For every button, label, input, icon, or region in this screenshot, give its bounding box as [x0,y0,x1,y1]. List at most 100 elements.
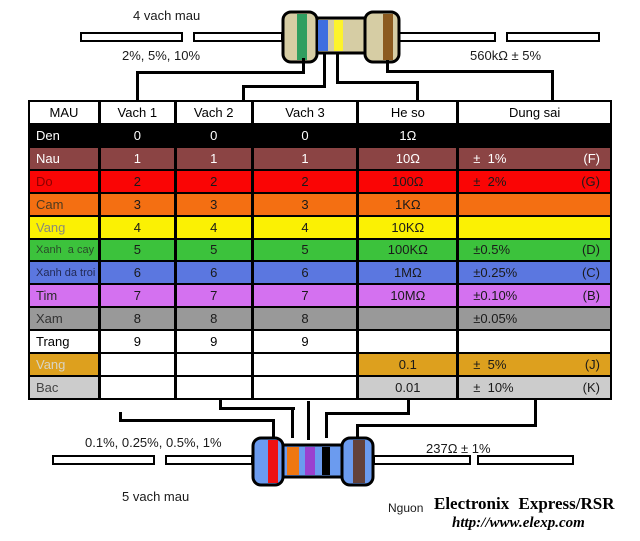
header-dungsai: Dung sai [459,102,610,123]
vach2-cell: 4 [177,216,254,238]
heso-cell: 1KΩ [359,193,460,215]
vach1-cell: 6 [101,262,177,284]
bottom-lead-segment [52,455,155,465]
connector-yellow-to-heso [336,53,339,84]
bottom-lead-segment [477,455,574,465]
dungsai-cell: ± 5% (J) [459,354,610,375]
color-name-cell: Vang [30,354,101,376]
four-band-resistor [281,10,401,64]
vach2-cell: 3 [177,193,254,215]
table-row: Tim 7 7 7 10MΩ ±0.10% (B) [30,285,610,309]
source-url: http://www.elexp.com [452,515,585,531]
brown-band [353,440,365,483]
vach1-cell: 2 [101,170,177,192]
vach3-cell: 1 [254,147,360,169]
table-row: Xam 8 8 8 ±0.05% [30,308,610,332]
dungsai-cell: ± 1% (F) [459,148,610,169]
connector-blue-to-vach2 [323,53,326,88]
color-name-cell: Xanh da troi [30,262,101,284]
color-name-cell: Do [30,170,101,192]
top-lead-segment [398,32,496,42]
bottom-band-count-label: 5 vach mau [122,489,190,504]
header-heso: He so [359,102,460,123]
tolerance-letter-code: (D) [581,242,600,258]
table-header-row: MAU Vach 1 Vach 2 Vach 3 He so Dung sai [30,102,610,125]
vach1-cell: 0 [101,124,177,146]
heso-cell: 100Ω [359,170,460,192]
tolerance-value: ± 1% [473,150,507,166]
header-mau: MAU [30,102,101,123]
connector-yellow-to-heso [416,81,419,100]
connector-dungsai-to-brown [534,400,537,427]
vach3-cell: 6 [254,262,360,284]
connector-yellow-to-heso [336,81,419,84]
tolerance-value: ±0.10% [473,288,518,304]
tolerance-value: ± 5% [473,357,507,373]
connector-green-to-vach1 [302,58,305,74]
table-row: Do 2 2 2 100Ω ± 2% (G) [30,170,610,194]
heso-cell: 10Ω [359,147,460,169]
tolerance-letter-code: (C) [581,265,600,281]
top-lead-segment [80,32,183,42]
color-name-cell: Xanh a cay [30,239,101,261]
tolerance-letter-code: (K) [582,380,600,396]
dungsai-cell [459,217,610,238]
vach2-cell: 1 [177,147,254,169]
top-lead-segment [506,32,600,42]
vach2-cell: 7 [177,285,254,307]
top-tolerance-label: 2%, 5%, 10% [122,48,201,63]
heso-cell: 10KΩ [359,216,460,238]
connector-brown-to-dungsai [386,70,554,73]
table-row: Nau 1 1 1 10Ω ± 1% (F) [30,147,610,171]
vach3-cell: 3 [254,193,360,215]
dungsai-cell [459,331,610,352]
dungsai-cell: ± 10% (K) [459,377,610,398]
vach2-cell: 8 [177,308,254,330]
vach2-cell: 9 [177,331,254,353]
vach3-cell: 7 [254,285,360,307]
vach3-cell: 4 [254,216,360,238]
top-band-count-label: 4 vach mau [133,8,201,23]
orange-band [287,447,299,475]
vach2-cell [176,377,254,398]
source-label: Nguon [388,501,424,515]
vach2-cell: 6 [177,262,254,284]
table-row: Vang 0.1 ± 5% (J) [30,354,610,378]
header-vach1: Vach 1 [100,102,177,123]
vach1-cell: 8 [101,308,177,330]
table-row: Trang 9 9 9 [30,331,610,355]
vach1-cell: 7 [101,285,177,307]
vach2-cell: 2 [177,170,254,192]
connector-heso-to-black [325,412,410,415]
vach2-cell: 0 [177,124,254,146]
violet-band [305,447,315,475]
connector-dungsai-to-brown [356,424,537,427]
tolerance-letter-code: (G) [581,173,600,189]
connector-vach2-to-orange [219,407,295,410]
connector-vach2-to-orange [291,407,294,438]
tolerance-value: ±0.5% [473,242,510,258]
top-lead-segment [193,32,283,42]
connector-heso-to-black [407,400,410,415]
tolerance-value: ± 10% [473,380,514,396]
tolerance-value: ± 2% [473,173,507,189]
heso-cell: 100KΩ [359,239,460,261]
color-name-cell: Xam [30,308,101,330]
connector-vach1-to-red [119,412,122,422]
vach3-cell: 5 [254,239,360,261]
heso-cell: 1Ω [359,124,460,146]
color-name-cell: Trang [30,331,101,353]
tolerance-letter-code: (F) [583,150,600,166]
color-name-cell: Tim [30,285,101,307]
bottom-value-label: 237Ω ± 1% [426,441,491,456]
dungsai-cell [459,194,610,215]
connector-vach1-to-red [272,419,275,440]
vach2-cell: 5 [177,239,254,261]
table-row: Den 0 0 0 1Ω [30,124,610,148]
dungsai-cell: ±0.25% (C) [459,262,610,283]
vach1-cell: 3 [101,193,177,215]
publisher-credit: Electronix Express/RSR [434,494,615,513]
bottom-lead-segment [165,455,253,465]
vach1-cell [100,377,177,398]
